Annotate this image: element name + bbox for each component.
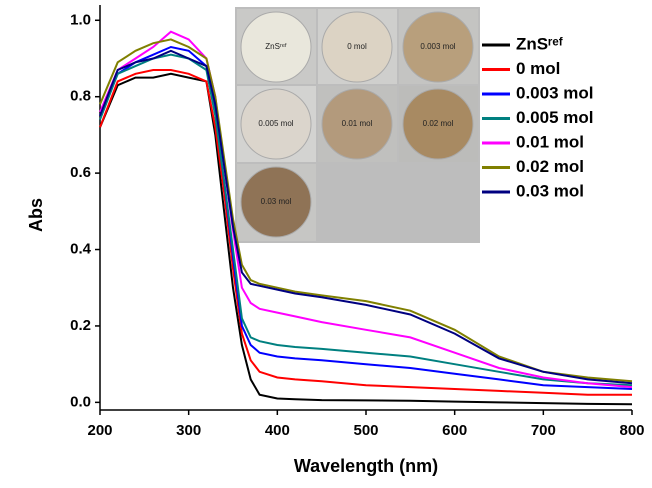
y-tick-label: 0.8 [70,88,91,105]
x-tick-label: 400 [265,422,290,439]
legend-label: 0.02 mol [516,157,584,176]
legend-label: ZnSʳᵉᶠ [516,34,563,53]
x-tick-label: 500 [353,422,378,439]
inset-label: ZnSʳᵉᶠ [265,42,287,51]
x-tick-label: 600 [442,422,467,439]
series-line [99,49,633,385]
series-line [99,72,633,406]
legend-label: 0.003 mol [516,83,594,102]
dish [240,166,312,238]
dish [402,11,474,83]
inset-label: 0.003 mol [420,42,455,51]
legend-label: 0 mol [516,59,560,78]
legend-label: 0.01 mol [516,132,584,151]
series-line [99,53,633,387]
inset-label: 0.005 mol [258,119,293,128]
x-axis-label: Wavelength (nm) [294,456,438,476]
series-line [99,30,633,389]
inset-photo [235,7,480,243]
x-tick-label: 300 [176,422,201,439]
y-tick-label: 0.2 [70,317,91,334]
y-axis-label: Abs [26,198,46,232]
legend-label: 0.03 mol [516,181,584,200]
series-line [99,45,633,390]
inset-label: 0.01 mol [342,119,373,128]
y-tick-label: 0.0 [70,393,91,410]
series-line [99,38,633,383]
inset-label: 0 mol [347,42,367,51]
x-tick-label: 700 [531,422,556,439]
dish [321,11,393,83]
dish [321,88,393,160]
dish [240,88,312,160]
y-tick-label: 1.0 [70,11,91,28]
legend-label: 0.005 mol [516,108,594,127]
x-tick-label: 800 [619,422,644,439]
y-tick-label: 0.4 [70,240,92,257]
y-tick-label: 0.6 [70,164,91,181]
inset-label: 0.03 mol [261,197,292,206]
dish [402,88,474,160]
inset-label: 0.02 mol [423,119,454,128]
dish [240,11,312,83]
series-line [99,69,632,396]
x-tick-label: 200 [87,422,112,439]
